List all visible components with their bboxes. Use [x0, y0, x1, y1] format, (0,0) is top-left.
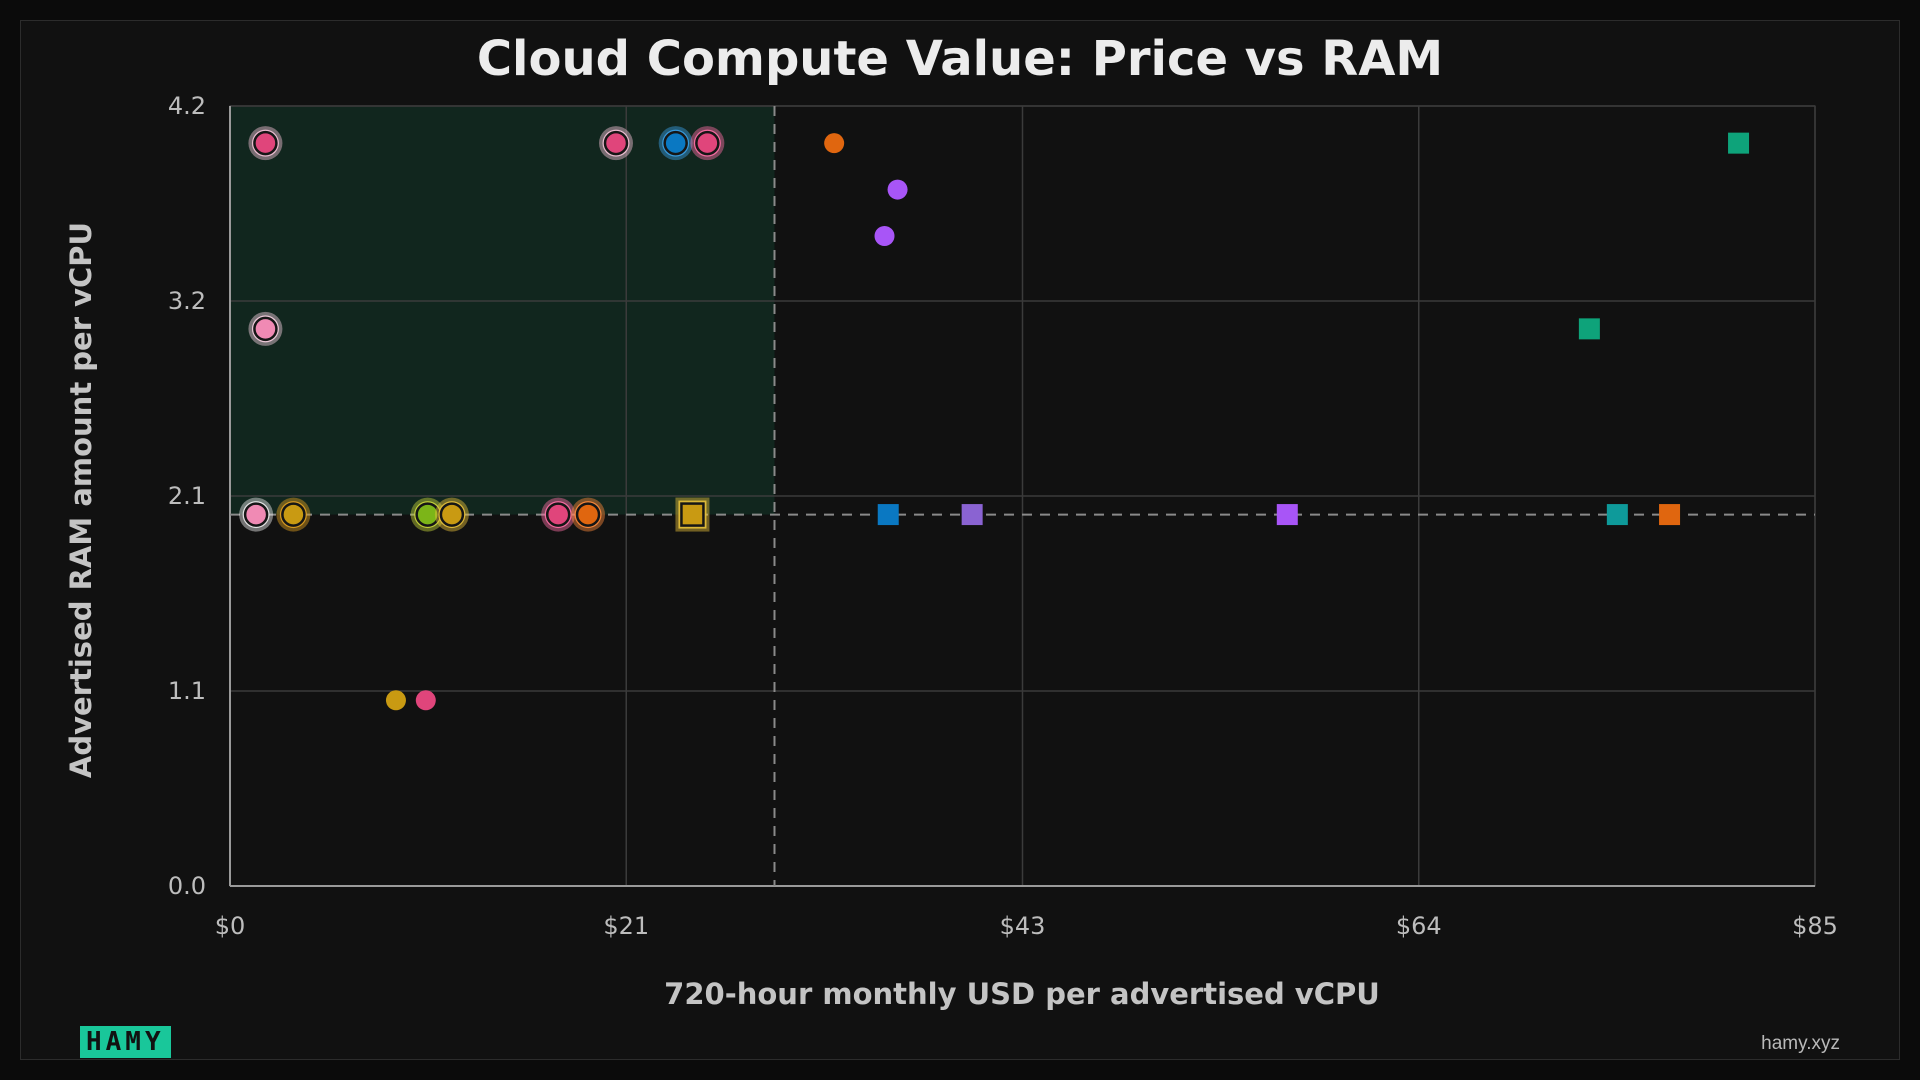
data-point	[663, 130, 688, 156]
data-point	[695, 130, 720, 156]
data-point	[281, 502, 306, 527]
y-tick-label: 1.1	[168, 677, 206, 705]
x-tick-label: $64	[1396, 912, 1442, 940]
data-point	[877, 504, 899, 526]
highlight-region	[230, 106, 775, 515]
data-point	[1606, 504, 1628, 526]
y-tick-label: 2.1	[168, 482, 206, 510]
y-tick-label: 4.2	[168, 92, 206, 120]
x-tick-label: $21	[603, 912, 649, 940]
chart-title: Cloud Compute Value: Price vs RAM	[477, 31, 1443, 87]
data-point	[824, 133, 845, 154]
data-point	[680, 502, 705, 527]
hamy-logo: HAMY	[80, 1026, 171, 1058]
data-point	[253, 130, 278, 156]
data-point	[887, 179, 908, 200]
y-tick-label: 0.0	[168, 872, 206, 900]
data-point	[874, 226, 895, 246]
site-url: hamy.xyz	[1761, 1033, 1840, 1054]
data-point	[961, 504, 983, 526]
data-point	[603, 130, 629, 156]
data-point	[1728, 132, 1750, 154]
y-tick-label: 3.2	[168, 287, 206, 315]
x-tick-label: $43	[1000, 912, 1046, 940]
data-point	[243, 502, 269, 527]
x-axis-label: 720-hour monthly USD per advertised vCPU	[664, 977, 1380, 1011]
data-point	[1659, 504, 1681, 526]
data-point	[253, 316, 278, 342]
data-point	[415, 690, 436, 711]
data-point	[385, 690, 406, 711]
data-point	[1276, 504, 1298, 526]
data-point	[545, 502, 571, 527]
data-point	[1578, 318, 1600, 340]
x-tick-label: $0	[215, 912, 246, 940]
plot-area: $0 $21 $43 $64 $85 0.0 1.1 2.1 3.2 4.2	[168, 92, 1838, 940]
data-point	[439, 502, 465, 527]
data-point	[575, 502, 601, 527]
y-axis-label: Advertised RAM amount per vCPU	[64, 222, 98, 778]
x-tick-label: $85	[1792, 912, 1838, 940]
